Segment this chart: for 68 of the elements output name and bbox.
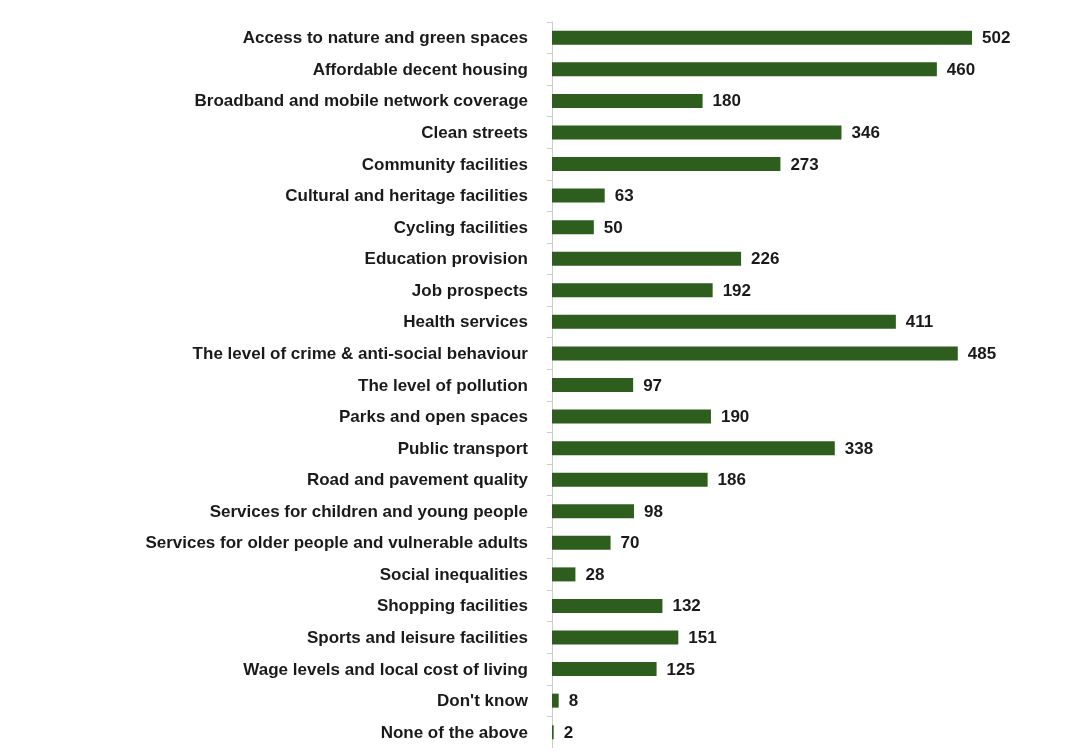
- data-label: 70: [620, 533, 640, 553]
- bar: [552, 441, 835, 456]
- data-label: 28: [585, 564, 605, 584]
- data-label: 63: [614, 186, 634, 206]
- bar: [552, 188, 605, 203]
- bar: [552, 30, 972, 45]
- bar: [552, 346, 958, 361]
- data-label: 125: [666, 659, 695, 679]
- data-label: 186: [717, 470, 746, 490]
- bar: [552, 220, 594, 235]
- bar: [552, 251, 742, 266]
- bar: [552, 314, 896, 329]
- y-tick-label: Road and pavement quality: [306, 470, 529, 490]
- y-tick-label: Social inequalities: [379, 564, 528, 584]
- y-tick-label: Affordable decent housing: [312, 59, 528, 79]
- bar: [552, 567, 576, 582]
- y-tick-label: The level of pollution: [358, 375, 528, 395]
- bar: [552, 535, 611, 550]
- data-label: 180: [712, 91, 741, 111]
- y-tick-label: Health services: [403, 312, 528, 332]
- bar: [552, 504, 634, 519]
- y-tick-label: Community facilities: [361, 154, 528, 174]
- bar: [552, 62, 937, 77]
- data-label: 273: [790, 154, 819, 174]
- y-tick-label: Cultural and heritage facilities: [285, 186, 528, 206]
- data-label: 190: [720, 407, 750, 427]
- bar: [552, 378, 634, 392]
- y-tick-label: Wage levels and local cost of living: [243, 659, 528, 679]
- bar: [552, 662, 657, 677]
- data-label: 226: [751, 249, 780, 269]
- bar: [552, 630, 679, 645]
- data-label: 192: [722, 280, 752, 300]
- data-label: 502: [982, 28, 1011, 48]
- data-label: 8: [568, 691, 579, 711]
- data-label: 2: [563, 722, 574, 742]
- bar: [552, 409, 711, 424]
- bar: [552, 472, 708, 487]
- y-tick-label: Job prospects: [411, 280, 528, 300]
- data-label: 97: [643, 375, 663, 395]
- data-label: 151: [688, 628, 717, 648]
- y-tick-label: Access to nature and green spaces: [242, 28, 528, 48]
- y-tick-label: Services for older people and vulnerable adults: [145, 533, 528, 553]
- y-tick-label: Sports and leisure facilities: [306, 628, 528, 648]
- bar: [552, 93, 703, 108]
- data-label: 132: [672, 596, 701, 616]
- bar: [552, 125, 842, 140]
- data-label: 346: [851, 122, 880, 142]
- data-label: 338: [844, 438, 874, 458]
- y-tick-label: Services for children and young people: [209, 501, 528, 521]
- y-tick-label: Clean streets: [421, 122, 528, 142]
- y-tick-label: Broadband and mobile network coverage: [194, 91, 528, 111]
- data-label: 485: [967, 343, 997, 363]
- y-tick-label: Don't know: [437, 691, 529, 711]
- y-tick-label: The level of crime & anti-social behaviour: [192, 343, 529, 363]
- bar: [552, 283, 713, 298]
- y-tick-label: Public transport: [397, 438, 529, 458]
- y-tick-label: Education provision: [364, 249, 528, 269]
- y-tick-label: Parks and open spaces: [339, 407, 528, 427]
- y-tick-label: None of the above: [380, 722, 528, 742]
- data-label: 411: [905, 312, 934, 332]
- data-label: 50: [603, 217, 623, 237]
- y-tick-label: Shopping facilities: [376, 596, 528, 616]
- bar: [552, 598, 663, 613]
- bar: [552, 157, 781, 172]
- bar: [552, 693, 559, 708]
- data-label: 460: [946, 59, 976, 79]
- data-label: 98: [643, 501, 663, 521]
- y-tick-label: Cycling facilities: [393, 217, 528, 237]
